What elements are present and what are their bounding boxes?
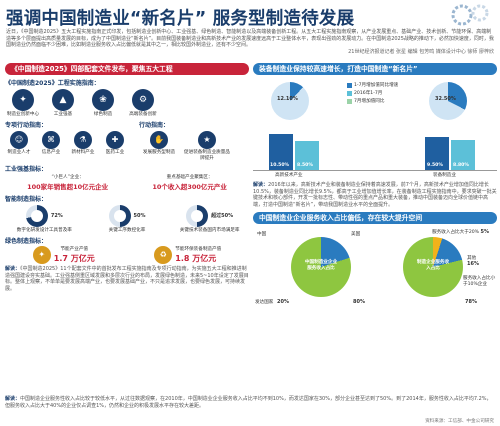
- innovation-center-item: ✦ 制造业创新中心: [5, 89, 41, 117]
- bar-hightech-1: 10.50%: [269, 133, 293, 170]
- green-indicator-1: ✦ 节能产业产值 1.7 万亿元: [32, 246, 95, 265]
- pie-enterprise-title: 制造企业服务收入占比: [416, 260, 450, 271]
- little-giant-label: “小巨人”企业：: [51, 175, 84, 181]
- lightbulb-icon: ✦: [32, 246, 51, 265]
- growth-legend: 1-7月增加值同比增速 2016年1-7月 7月增加值同比: [347, 82, 398, 104]
- bar-equipment-2: 8.80%: [451, 139, 475, 170]
- industry-cluster-label: 重点基础产业聚集区：: [166, 175, 213, 181]
- info-industry-item: ⌘ 信息产业: [37, 131, 65, 155]
- pie-high-tech-label: 12.10%: [277, 96, 298, 102]
- section-guide-title: 《中国制造2025》工程实施指南：: [5, 80, 100, 87]
- pie-high-tech: [271, 82, 309, 120]
- right-note: 解读：2016年以来，高新技术产业和装备制造业保持着高速发展，前7个月，高新技术…: [253, 182, 497, 208]
- footer-note: 解读：中国制造企业服务性收入占比较于较低水平，从过往数据观察，在2010年，中国…: [5, 396, 492, 409]
- recycle-icon: ♻: [154, 246, 173, 265]
- handshake-icon: ✋: [150, 131, 168, 150]
- pie-equipment: [429, 82, 467, 120]
- pie-china-pct-c: 20%: [277, 299, 289, 306]
- bar-category-2: 装备制造业: [433, 172, 456, 178]
- left-column: 《中国制造2025》四部配套文件发布，聚焦五大工程 《中国制造2025》工程实施…: [5, 63, 249, 393]
- service-income-chart: 中国制造业企业服务收入占比 中国 美国 发达国家 20% 80% 制造企业服务收…: [253, 227, 497, 311]
- bar-category-1: 高新技术产业: [275, 172, 303, 178]
- service-manufacturing-item: ✋ 发展服务型制造: [139, 131, 179, 161]
- smart-indicator-2: 50% 关键工序数控化率: [95, 204, 159, 233]
- intro-text: 近日，《中国制造2025》五大工程实施指南正式印发，包括制造业创新中心、工业强基…: [6, 29, 494, 55]
- pie-china-label-c: 发达国家: [255, 300, 274, 306]
- little-giant-value: 100家年销售超10亿元企业: [27, 182, 109, 191]
- pie-enterprise-label-c: 服务收入占比小于10%企业: [463, 276, 496, 287]
- right-banner: 装备制造业保持较高速增长，打造中国制造“新名片”: [253, 63, 497, 75]
- right-column: 装备制造业保持较高速增长，打造中国制造“新名片” 12.10% 32.50% 1…: [253, 63, 497, 393]
- pie-equipment-label: 32.50%: [435, 96, 456, 102]
- right-banner-2: 中国制造业企业服务收入占比偏低，存在较大提升空间: [253, 212, 497, 225]
- growth-chart: 12.10% 32.50% 1-7月增加值同比增速 2016年1-7月 7月增加…: [253, 78, 497, 178]
- left-note: 解读：《中国制造2025》11个配套文件中的首批发布工程实施指南及专项行动指南，…: [5, 266, 249, 292]
- legend-item-1: 1-7月增加值同比增速: [347, 82, 398, 88]
- pie-china-service: [291, 237, 351, 298]
- industrial-base-item: ▲ 工业强基: [45, 89, 81, 117]
- network-icon: ⌘: [42, 131, 60, 150]
- left-banner: 《中国制造2025》四部配套文件发布，聚焦五大工程: [5, 63, 249, 75]
- bar-equipment-1: 9.50%: [425, 137, 449, 170]
- person-icon: ☺: [10, 131, 28, 150]
- byline: 21世纪经济报道记者 张星 编辑 包芳鸣 媒体设计中心 徐师 廖梓欣: [348, 48, 494, 55]
- medal-icon: ★: [198, 131, 216, 150]
- section-smart-title: 智能制造指标：: [5, 195, 48, 203]
- new-materials-item: ⚗ 新材料产业: [69, 131, 97, 155]
- page-title: 强调中国制造业“新名片” 服务型制造待发展: [6, 9, 355, 29]
- legend-item-2: 2016年1-7月: [347, 90, 398, 96]
- smart-indicator-1: 72% 数字化研发设计工具普及率: [12, 204, 76, 233]
- intro-paragraph: 近日，《中国制造2025》五大工程实施指南正式印发，包括制造业创新中心、工业强基…: [6, 29, 494, 49]
- pie-enterprise-service: [403, 237, 463, 298]
- bar-baseline: [253, 170, 497, 171]
- pie-enterprise-label-a: 服务收入占比大于20% 5%: [432, 229, 489, 236]
- section-special-title: 专项行动指南：: [5, 122, 48, 130]
- pie-china-label-b: 美国: [351, 232, 361, 238]
- pie-enterprise-pct-c: 78%: [465, 299, 477, 306]
- factory-icon: ▲: [52, 89, 74, 111]
- pie-china-label-a: 中国: [257, 232, 267, 238]
- pie-enterprise-label-b: 其他 16%: [467, 256, 479, 267]
- legend-item-3: 7月增加值同比: [347, 98, 398, 104]
- medicine-item: ✚ 医药工业: [101, 131, 129, 155]
- smart-donut-3: [186, 204, 209, 227]
- high-end-equipment-item: ⚙ 高端装备创新: [125, 89, 161, 117]
- talent-item: ☺ 制造业人才: [5, 131, 33, 155]
- green-manufacturing-item: ❀ 绿色制造: [85, 89, 121, 117]
- medicine-icon: ✚: [106, 131, 124, 150]
- gear-icon: ⚙: [132, 89, 154, 111]
- section-action-title: 行动指南：: [139, 122, 170, 130]
- quality-brand-item: ★ 促进装备制造业质量品牌提升: [183, 131, 231, 161]
- smart-donut-2: [108, 204, 131, 227]
- lightbulb-icon: ✦: [12, 89, 34, 111]
- green-indicator-2: ♻ 节能环保装备制造产值 1.8 万亿元: [154, 246, 221, 265]
- pie-china-pct-low: 80%: [353, 299, 365, 306]
- bar-hightech-2: 8.50%: [295, 140, 319, 170]
- section-base-title: 工业强基指标：: [5, 166, 48, 174]
- gear-decoration-icon: [451, 4, 489, 26]
- section-green-title: 绿色制造指标：: [5, 238, 48, 246]
- smart-donut-1: [25, 204, 48, 227]
- pie-china-title: 中国制造业企业服务收入占比: [304, 260, 338, 271]
- smart-indicator-3: 超过50% 关键技术装备国内市场满足率: [178, 204, 242, 233]
- flask-icon: ⚗: [74, 131, 92, 150]
- leaf-icon: ❀: [92, 89, 114, 111]
- industry-cluster-value: 10个收入超300亿元产业: [152, 182, 227, 191]
- source-note: 资料来源：工信部、中金公司研究: [425, 419, 494, 424]
